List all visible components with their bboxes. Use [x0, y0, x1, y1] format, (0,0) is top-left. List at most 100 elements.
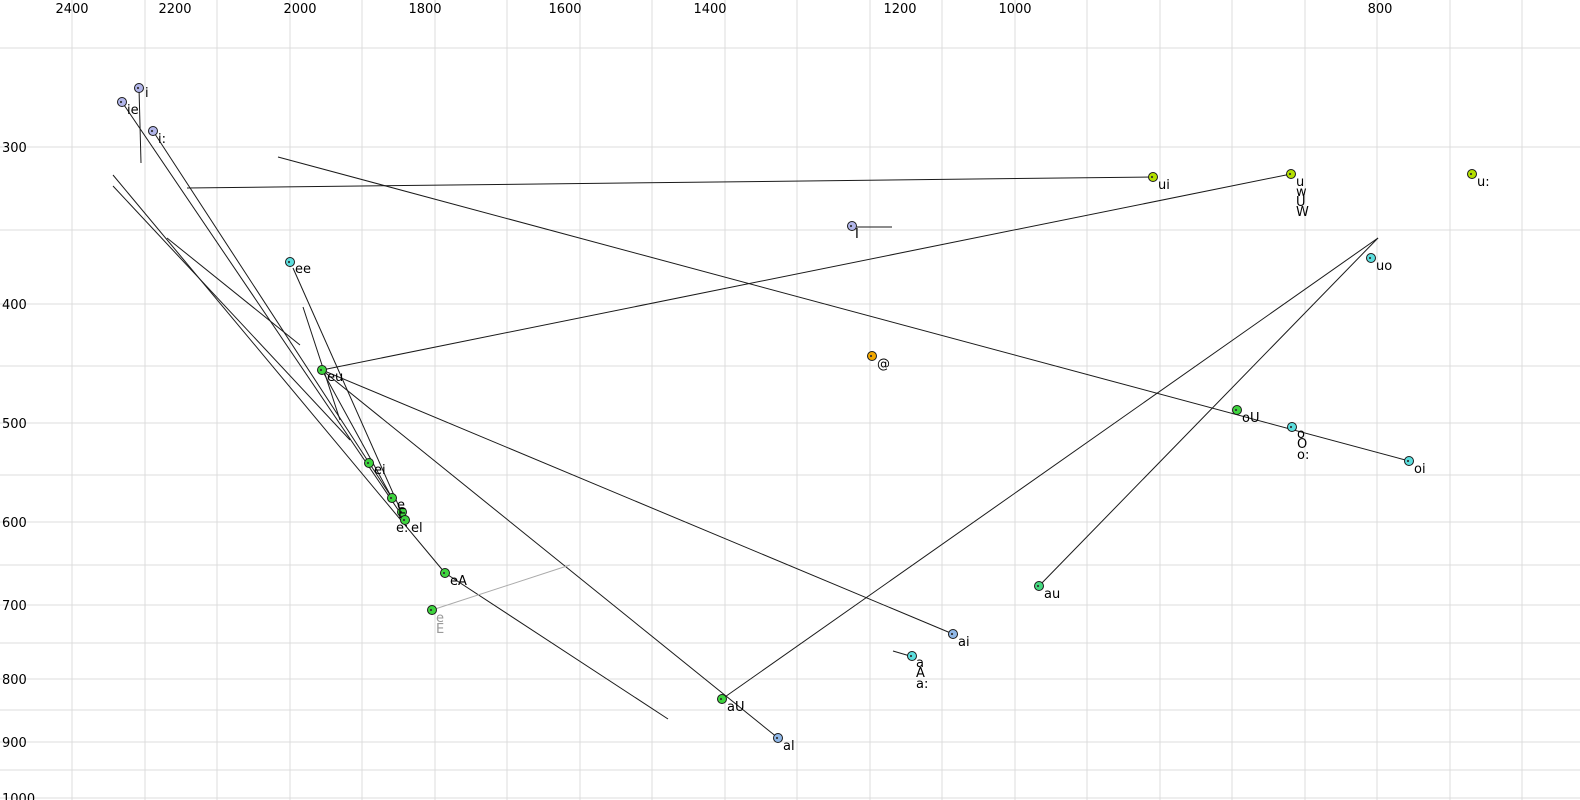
- vowel-label-al: al: [783, 739, 795, 754]
- vowel-label-ui: ui: [1158, 178, 1170, 193]
- vowel-point-center-dot: [950, 632, 954, 636]
- vowel-point-group: e: el: [396, 515, 423, 536]
- vowel-point-group: ei: [364, 458, 386, 478]
- vowel-point-center-dot: [719, 697, 723, 701]
- vowel-label-eA: eA: [450, 574, 467, 589]
- vowel-point-group: ui: [1148, 172, 1170, 193]
- vowel-point-group: aAa:: [907, 651, 928, 692]
- x-axis-tick-label: 800: [1368, 2, 1393, 17]
- vowel-label-w: w: [1296, 185, 1307, 200]
- vowel-point-group: @: [867, 351, 890, 372]
- vowel-label-i: i: [145, 86, 149, 101]
- vowel-point-group: oOo:: [1287, 422, 1309, 463]
- vowel-label-e: e: [436, 611, 444, 626]
- vowel-point-group: ai: [948, 629, 970, 650]
- vowel-label-e: e: [397, 498, 405, 513]
- vowel-label-u:: u:: [1477, 175, 1490, 190]
- vowel-point-center-dot: [150, 129, 154, 133]
- vowel-point-center-dot: [366, 461, 370, 465]
- vowel-label-u: u: [1296, 175, 1304, 190]
- vowel-point-group: e: [387, 493, 405, 513]
- vowel-point-center-dot: [389, 496, 393, 500]
- vowel-point-group: eA: [440, 568, 467, 589]
- vowel-label-au: au: [1044, 587, 1060, 602]
- vowel-label-E: E: [398, 507, 406, 522]
- y-axis-tick-label: 900: [2, 736, 27, 751]
- trajectory-line: [1038, 237, 1379, 587]
- vowel-point-group: i:: [148, 126, 166, 147]
- y-axis-tick-label: 400: [2, 298, 27, 313]
- trajectory-line: [277, 156, 1410, 462]
- vowel-label-ei: ei: [374, 463, 386, 478]
- vowel-label-ee: ee: [295, 262, 311, 277]
- vowel-point-center-dot: [136, 86, 140, 90]
- x-axis-tick-label: 2000: [283, 2, 316, 17]
- vowel-label-E: E: [436, 622, 444, 637]
- vowel-point-group: au: [1034, 581, 1060, 602]
- x-axis-tick-label: 2200: [158, 2, 191, 17]
- vowel-point-center-dot: [1406, 459, 1410, 463]
- y-axis-tick-label: 1000: [2, 792, 35, 800]
- vowel-label-ie: ie: [127, 103, 139, 118]
- vowel-point-group: u:: [1467, 169, 1490, 190]
- vowel-point-group: ie: [117, 97, 139, 118]
- vowel-point-center-dot: [429, 608, 433, 612]
- vowel-point-group: eu: [317, 365, 343, 385]
- trajectory-line: [444, 572, 669, 720]
- vowel-label-A: A: [916, 666, 925, 681]
- trajectory-line: [321, 369, 779, 739]
- vowel-label-W: W: [1296, 205, 1309, 220]
- trajectory-line: [186, 176, 1154, 189]
- vowel-point-center-dot: [869, 354, 873, 358]
- vowel-label-oU: oU: [1242, 411, 1259, 426]
- x-axis-tick-label: 1000: [998, 2, 1031, 17]
- trajectory-line: [166, 237, 301, 346]
- vowel-label-a: a: [916, 656, 924, 671]
- trajectory-line: [321, 369, 954, 635]
- vowel-point-center-dot: [775, 736, 779, 740]
- vowel-point-group: eE: [427, 605, 444, 637]
- vowel-point-group: oi: [1404, 456, 1426, 477]
- vowel-label-o: o: [1297, 427, 1305, 442]
- vowel-point-center-dot: [442, 571, 446, 575]
- vowel-label-e:: e:: [396, 521, 408, 536]
- vowel-point-center-dot: [399, 510, 403, 514]
- vowel-point-group: oU: [1232, 405, 1259, 426]
- trajectory-line: [152, 130, 393, 499]
- x-axis-tick-label: 1800: [408, 2, 441, 17]
- vowel-label-I: I: [855, 227, 859, 242]
- trajectory-line: [112, 185, 351, 441]
- y-axis-tick-label: 600: [2, 516, 27, 531]
- vowel-point-center-dot: [909, 654, 913, 658]
- trajectory-line: [138, 87, 142, 164]
- vowel-label-U: U: [1296, 195, 1306, 210]
- vowel-point-center-dot: [402, 518, 406, 522]
- vowel-point-group: i: [134, 83, 149, 101]
- trajectory-line: [321, 173, 1292, 371]
- vowel-point-center-dot: [319, 368, 323, 372]
- vowel-point-group: E: [397, 507, 407, 522]
- vowel-point-center-dot: [1150, 175, 1154, 179]
- trajectory-line: [721, 237, 1379, 700]
- vowel-label-eu: eu: [327, 370, 343, 385]
- vowel-label-a:: a:: [916, 677, 928, 692]
- trajectory-line: [321, 369, 393, 499]
- vowel-label-aU: aU: [727, 700, 744, 715]
- y-axis-tick-label: 300: [2, 141, 27, 156]
- vowel-point-center-dot: [119, 100, 123, 104]
- trajectory-line: [112, 174, 446, 574]
- y-axis-tick-label: 700: [2, 599, 27, 614]
- vowel-label-o:: o:: [1297, 448, 1309, 463]
- vowel-point-center-dot: [1469, 172, 1473, 176]
- trajectory-line: [292, 267, 406, 521]
- x-axis-tick-label: 1200: [883, 2, 916, 17]
- vowel-point-group: al: [773, 733, 795, 754]
- y-axis-tick-label: 500: [2, 417, 27, 432]
- vowel-point-center-dot: [1289, 425, 1293, 429]
- trajectory-line: [121, 101, 406, 521]
- vowel-label-uo: uo: [1376, 259, 1392, 274]
- trajectory-line: [431, 564, 571, 611]
